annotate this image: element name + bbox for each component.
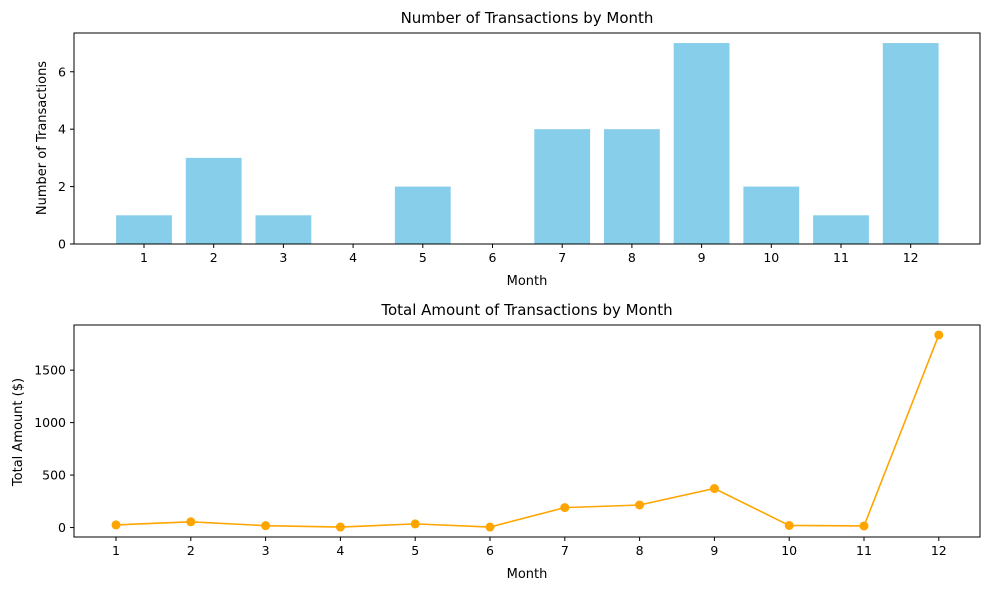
bar-xtick-label: 3 xyxy=(279,250,287,265)
bar-1 xyxy=(116,215,172,244)
bar-chart-ylabel: Number of Transactions xyxy=(35,61,50,215)
amount-point-9 xyxy=(709,484,719,494)
line-xtick-label: 12 xyxy=(931,543,947,558)
bar-xtick-label: 6 xyxy=(489,250,497,265)
line-xtick-label: 7 xyxy=(561,543,569,558)
line-xtick-label: 1 xyxy=(112,543,120,558)
bar-ytick-label: 0 xyxy=(58,237,66,252)
amount-series-line xyxy=(115,334,940,528)
amount-point-3 xyxy=(261,521,271,531)
line-ytick-label: 1000 xyxy=(34,415,66,430)
bar-8 xyxy=(604,129,660,244)
line-xtick-label: 3 xyxy=(262,543,270,558)
line-ytick-label: 500 xyxy=(42,468,66,483)
bar-2 xyxy=(185,157,242,244)
bar-7 xyxy=(534,129,591,244)
line-chart-title: Total Amount of Transactions by Month xyxy=(380,301,672,319)
amount-point-6 xyxy=(485,522,495,532)
bar-chart-title: Number of Transactions by Month xyxy=(401,9,654,27)
bar-chart: Number of Transactions by Month Month Nu… xyxy=(35,9,981,289)
bar-3 xyxy=(255,215,312,244)
line-xtick-label: 5 xyxy=(411,543,419,558)
bar-11 xyxy=(813,215,869,244)
bar-5 xyxy=(394,186,451,244)
bar-xtick-label: 12 xyxy=(903,250,919,265)
bar-chart-frame xyxy=(73,32,981,245)
bar-9 xyxy=(673,43,730,244)
amount-point-7 xyxy=(560,503,570,513)
line-chart-xlabel: Month xyxy=(507,567,548,582)
line-xtick-label: 10 xyxy=(781,543,797,558)
line-xtick-label: 9 xyxy=(710,543,718,558)
bar-12 xyxy=(882,43,939,244)
bar-ytick-label: 2 xyxy=(58,179,66,194)
line-xtick-label: 8 xyxy=(636,543,644,558)
line-ytick-label: 1500 xyxy=(34,363,66,378)
bar-xtick-label: 2 xyxy=(210,250,218,265)
line-xtick-label: 11 xyxy=(856,543,872,558)
line-xtick-label: 2 xyxy=(187,543,195,558)
line-chart: Total Amount of Transactions by Month Mo… xyxy=(11,301,981,582)
bar-xtick-label: 1 xyxy=(140,250,148,265)
bar-xtick-label: 5 xyxy=(419,250,427,265)
amount-point-5 xyxy=(410,519,420,529)
amount-point-2 xyxy=(186,517,196,527)
amount-point-10 xyxy=(784,520,794,530)
amount-point-8 xyxy=(635,500,645,510)
amount-point-1 xyxy=(111,520,121,530)
bar-chart-xlabel: Month xyxy=(507,274,548,289)
line-ytick-label: 0 xyxy=(58,520,66,535)
bar-xtick-label: 4 xyxy=(349,250,357,265)
amount-point-12 xyxy=(934,330,944,340)
bar-xtick-label: 11 xyxy=(833,250,849,265)
bar-xtick-label: 10 xyxy=(763,250,779,265)
bar-ytick-label: 4 xyxy=(58,122,66,137)
line-xtick-label: 6 xyxy=(486,543,494,558)
bar-xtick-label: 9 xyxy=(698,250,706,265)
bar-xtick-label: 7 xyxy=(558,250,566,265)
bar-ytick-label: 6 xyxy=(58,64,66,79)
bar-10 xyxy=(743,186,800,244)
line-chart-ylabel: Total Amount ($) xyxy=(11,378,26,487)
amount-point-11 xyxy=(859,521,869,531)
line-chart-frame xyxy=(73,324,981,538)
line-xtick-label: 4 xyxy=(336,543,344,558)
amount-point-4 xyxy=(335,522,345,532)
bar-xtick-label: 8 xyxy=(628,250,636,265)
